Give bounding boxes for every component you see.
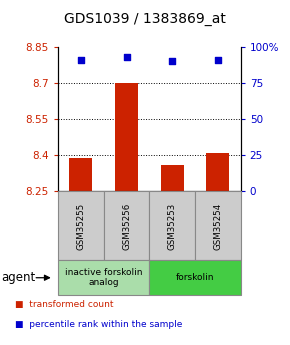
Text: inactive forskolin
analog: inactive forskolin analog <box>65 268 142 287</box>
Text: forskolin: forskolin <box>176 273 214 282</box>
Bar <box>206 153 229 191</box>
Text: GSM35255: GSM35255 <box>76 203 85 249</box>
Text: GSM35254: GSM35254 <box>213 203 222 249</box>
Text: ■  transformed count: ■ transformed count <box>14 300 113 309</box>
Text: ■  percentile rank within the sample: ■ percentile rank within the sample <box>14 320 182 329</box>
Point <box>79 57 83 62</box>
Bar <box>69 158 92 191</box>
Point <box>215 57 220 62</box>
Bar <box>161 165 184 191</box>
Bar <box>115 83 138 191</box>
Text: GDS1039 / 1383869_at: GDS1039 / 1383869_at <box>64 12 226 26</box>
Text: GSM35253: GSM35253 <box>168 203 177 249</box>
Point <box>124 54 129 59</box>
Text: agent: agent <box>1 271 36 284</box>
Text: GSM35256: GSM35256 <box>122 203 131 249</box>
Point <box>170 58 175 64</box>
